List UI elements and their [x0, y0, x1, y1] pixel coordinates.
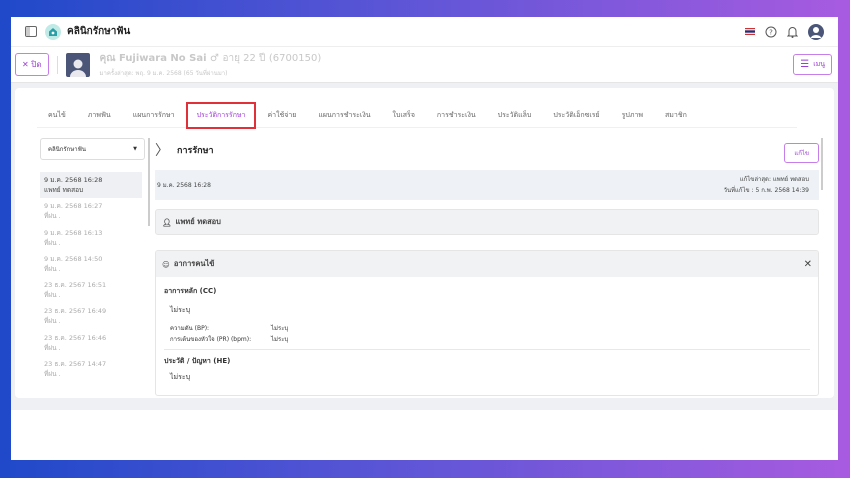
- patient-age: อายุ 22 ปี: [222, 53, 266, 64]
- cc-title: อาการหลัก (CC): [164, 287, 217, 295]
- tab-expenses[interactable]: ค่าใช้จ่าย: [267, 111, 297, 119]
- edited-at: วันที่แก้ไข : 5 ก.พ. 2568 14:39: [723, 187, 809, 194]
- history-author: แพทย์ ทดสอบ: [44, 186, 84, 194]
- he-title: ประวัติ / ปัญหา (HE): [164, 357, 231, 365]
- treatment-date: 9 ม.ค. 2568 16:28: [157, 182, 211, 189]
- tab-bar: คนไข้ ภาพฟัน แผนการรักษา ประวัติการรักษา…: [37, 102, 797, 129]
- main-scrollbar[interactable]: [821, 138, 823, 190]
- he-value: ไม่ระบุ: [170, 373, 191, 381]
- history-item[interactable]: 23 ธ.ค. 2567 16:51 ที่ผ่น .: [40, 277, 142, 303]
- svg-text:?: ?: [769, 28, 773, 36]
- user-avatar-icon[interactable]: [808, 23, 824, 40]
- tab-membership[interactable]: สมาชิก: [665, 111, 687, 119]
- patient-name: คุณ Fujiwara No Sai: [99, 53, 207, 64]
- patient-hn: (6700150): [268, 53, 322, 64]
- doctor-name: แพทย์ ทดสอบ: [175, 217, 221, 226]
- history-item[interactable]: 9 ม.ค. 2568 14:50 ที่ผ่น .: [40, 251, 142, 277]
- history-item[interactable]: 23 ธ.ค. 2567 14:47 ที่ผ่น .: [40, 356, 142, 382]
- history-date: 23 ธ.ค. 2567 16:46: [44, 333, 107, 342]
- close-button[interactable]: ✕ ปิด: [15, 53, 49, 76]
- sidebar-scrollbar[interactable]: [148, 138, 150, 226]
- tab-treatment-history[interactable]: ประวัติการรักษา: [185, 102, 257, 129]
- thai-flag-icon[interactable]: [745, 28, 755, 35]
- smile-icon: ☺: [162, 259, 170, 269]
- edit-button[interactable]: แก้ไข: [784, 143, 819, 163]
- bp-value: ไม่ระบุ: [271, 325, 289, 332]
- bell-icon[interactable]: [787, 26, 798, 38]
- history-author: ที่ผ่น .: [44, 212, 61, 221]
- hamburger-icon: ☰: [800, 59, 810, 70]
- clinic-select-value: คลินิกรักษาฟัน: [48, 146, 86, 153]
- history-date: 9 ม.ค. 2568 14:50: [44, 254, 103, 263]
- history-date: 9 ม.ค. 2568 16:28: [44, 176, 103, 184]
- history-item[interactable]: 23 ธ.ค. 2567 16:46 ที่ผ่น .: [40, 330, 142, 356]
- caret-down-icon: ▼: [133, 146, 137, 152]
- last-visit: มาครั้งล่าสุด: พฤ. 9 ม.ค. 2568 (65 วันที…: [99, 70, 228, 77]
- clinic-home-icon: [45, 23, 61, 40]
- bp-label: ความดัน (BP):: [170, 325, 210, 332]
- patient-bar: ✕ ปิด คุณ Fujiwara No Sai ♂ อายุ 22 ปี (…: [11, 47, 838, 83]
- menu-label: เมนู: [813, 60, 825, 68]
- history-date: 23 ธ.ค. 2567 16:49: [44, 307, 107, 316]
- tab-xray-history[interactable]: ประวัติเอ็กซเรย์: [553, 111, 600, 119]
- sidebar-toggle-icon[interactable]: [25, 26, 37, 37]
- app-title: คลินิกรักษาฟัน: [67, 26, 131, 37]
- symptoms-title: อาการคนไข้: [173, 259, 215, 268]
- user-icon: 👤︎: [162, 217, 172, 227]
- symptoms-panel: ☺ อาการคนไข้ ✕ อาการหลัก (CC) ไม่ระบุ ความ…: [155, 250, 819, 396]
- treatment-info-bar: 9 ม.ค. 2568 16:28 แก้ไขล่าสุด: แพทย์ ทดส…: [155, 170, 819, 200]
- history-item[interactable]: 9 ม.ค. 2568 16:13 ที่ผ่น .: [40, 225, 142, 251]
- content-card: คนไข้ ภาพฟัน แผนการรักษา ประวัติการรักษา…: [15, 88, 834, 398]
- doctor-box: 👤︎ แพทย์ ทดสอบ: [155, 209, 819, 235]
- top-header: คลินิกรักษาฟัน ?: [11, 17, 838, 47]
- history-sidebar: คลินิกรักษาฟัน ▼ 9 ม.ค. 2568 16:28 แพทย์ ท…: [40, 138, 145, 382]
- tab-payments[interactable]: การชำระเงิน: [436, 111, 476, 119]
- history-author: ที่ผ่น .: [44, 370, 61, 379]
- history-author: ที่ผ่น .: [44, 238, 61, 247]
- tab-treatment-plan[interactable]: แผนการรักษา: [132, 111, 175, 119]
- history-date: 23 ธ.ค. 2567 16:51: [44, 281, 107, 290]
- close-label: ปิด: [31, 60, 42, 69]
- male-icon: ♂: [210, 53, 219, 64]
- history-author: ที่ผ่น .: [44, 343, 61, 352]
- tab-dental-chart[interactable]: ภาพฟัน: [87, 111, 111, 119]
- history-author: ที่ผ่น .: [44, 291, 61, 300]
- tab-receipts[interactable]: ใบเสร็จ: [392, 111, 415, 119]
- tab-patient[interactable]: คนไข้: [48, 111, 66, 119]
- history-date: 9 ม.ค. 2568 16:13: [44, 228, 103, 237]
- history-author: ที่ผ่น .: [44, 317, 61, 326]
- pr-value: ไม่ระบุ: [271, 336, 289, 343]
- history-item[interactable]: 9 ม.ค. 2568 16:28 แพทย์ ทดสอบ: [40, 172, 142, 199]
- last-edited-by: แก้ไขล่าสุด: แพทย์ ทดสอบ: [739, 176, 809, 183]
- app-window: คลินิกรักษาฟัน ? ✕ ปิด คุณ Fujiwara No S…: [11, 17, 838, 460]
- patient-avatar: [65, 52, 90, 77]
- history-item[interactable]: 9 ม.ค. 2568 16:27 ที่ผ่น .: [40, 198, 142, 224]
- tab-payment-plan[interactable]: แผนการชำระเงิน: [318, 111, 371, 119]
- close-icon[interactable]: ✕: [803, 258, 812, 270]
- tab-lab-history[interactable]: ประวัติแล็บ: [497, 111, 532, 119]
- history-date: 23 ธ.ค. 2567 14:47: [44, 360, 107, 369]
- clinic-select[interactable]: คลินิกรักษาฟัน ▼: [40, 138, 145, 160]
- history-author: ที่ผ่น .: [44, 264, 61, 273]
- chevron-right-icon[interactable]: 〉: [155, 143, 169, 159]
- help-icon[interactable]: ?: [765, 26, 777, 38]
- tab-images[interactable]: รูปภาพ: [621, 111, 643, 119]
- pr-label: การเต้นของหัวใจ (PR) (bpm):: [170, 336, 252, 343]
- cc-value: ไม่ระบุ: [170, 306, 191, 314]
- treatment-detail: 〉 การรักษา แก้ไข 9 ม.ค. 2568 16:28 แก้ไขล…: [155, 138, 819, 396]
- content-area: คนไข้ ภาพฟัน แผนการรักษา ประวัติการรักษา…: [11, 83, 838, 410]
- section-title: การรักษา: [177, 146, 214, 156]
- history-date: 9 ม.ค. 2568 16:27: [44, 202, 103, 211]
- history-item[interactable]: 23 ธ.ค. 2567 16:49 ที่ผ่น .: [40, 303, 142, 329]
- menu-button[interactable]: ☰ เมนู: [793, 54, 832, 75]
- divider: [56, 55, 58, 74]
- history-list: 9 ม.ค. 2568 16:28 แพทย์ ทดสอบ 9 ม.ค. 2568…: [40, 172, 142, 382]
